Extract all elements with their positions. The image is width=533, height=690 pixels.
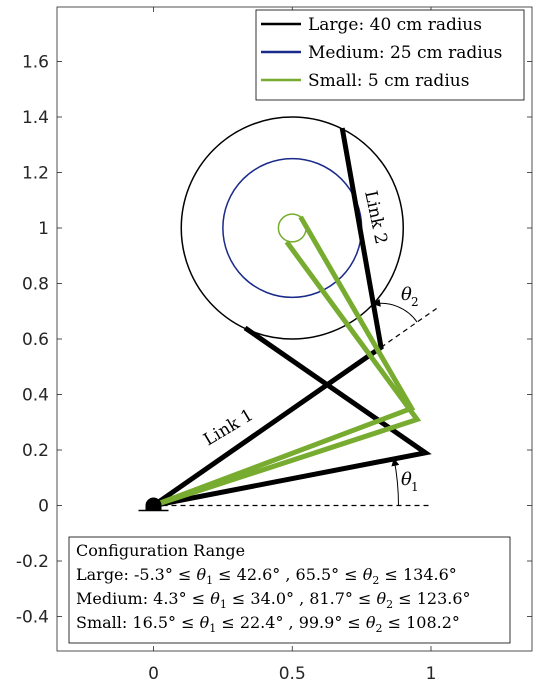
config-box-title: Configuration Range [76,541,245,560]
y-tick-label: 1.2 [22,164,49,184]
y-tick-label: 0 [38,497,49,517]
config-line-large: Large: -5.3° ≤ θ1 ≤ 42.6° , 65.5° ≤ θ2 ≤… [76,565,457,587]
configuration-range-box: Configuration Range Large: -5.3° ≤ θ1 ≤ … [68,536,511,644]
base-joint-marker [145,497,162,511]
small-legend-label: Small: 5 cm radius [308,71,469,91]
theta1-angle-arc [391,457,400,506]
small-arm-series [152,215,416,508]
y-tick-label: 1.6 [22,53,49,73]
config-box-frame [68,536,511,644]
theta1-label: θ 1 [401,469,419,494]
small-arm-series [152,240,422,508]
y-tick-label: -0.2 [16,552,49,572]
y-tick-label: 0.8 [22,275,49,295]
large-arm-series [152,127,384,508]
config-line-medium: Medium: 4.3° ≤ θ1 ≤ 34.0° , 81.7° ≤ θ2 ≤… [76,589,471,611]
svg-text:1: 1 [411,480,419,494]
svg-text:θ: θ [401,284,412,305]
y-tick-label: 1 [38,219,49,239]
large-workspace-circle [180,116,404,340]
y-tick-label: 1.4 [22,108,49,128]
y-axis-ticks: -0.4 -0.2 0 0.2 0.4 0.6 0.8 1 1.2 1.4 1.6 [16,53,532,628]
x-tick-label: 1 [426,664,437,684]
y-tick-label: 0.6 [22,330,49,350]
large-legend-label: Large: 40 cm radius [308,15,482,35]
theta2-reference-line [380,307,437,348]
svg-text:θ: θ [401,469,412,490]
x-tick-label: 0 [148,664,159,684]
theta2-angle-arc [372,298,418,323]
svg-text:2: 2 [411,295,419,309]
medium-legend-label: Medium: 25 cm radius [308,43,502,63]
x-axis-ticks: 0 0.5 1 [148,7,436,684]
y-tick-label: 0.4 [22,386,49,406]
large-arm-series [153,325,432,508]
legend: Large: 40 cm radius Medium: 25 cm radius S… [255,9,525,101]
y-tick-label: 0.2 [22,441,49,461]
arm-configurations [152,127,432,508]
x-tick-label: 0.5 [279,664,306,684]
y-tick-label: -0.4 [16,608,49,628]
theta2-label: θ 2 [401,284,419,309]
config-line-small: Small: 16.5° ≤ θ1 ≤ 22.4° , 99.9° ≤ θ2 ≤… [76,613,460,635]
